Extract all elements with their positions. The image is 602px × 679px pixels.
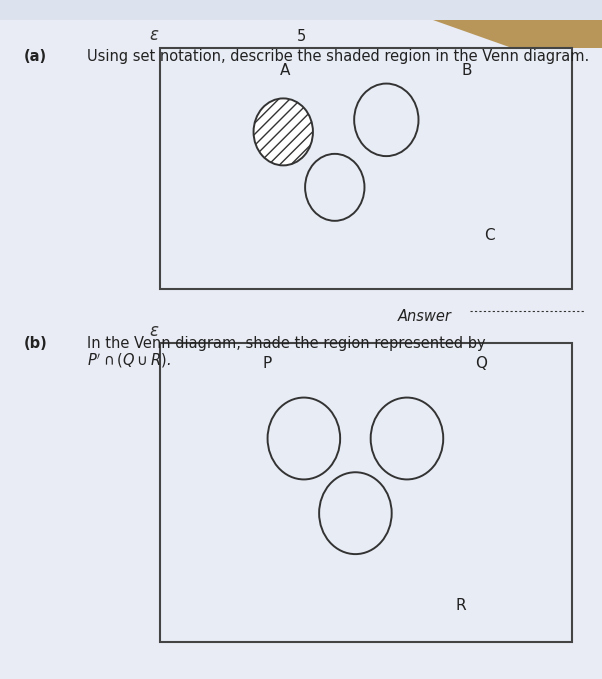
- Bar: [160, 48, 572, 289]
- Text: $P' \cap (Q \cup R)$.: $P' \cap (Q \cup R)$.: [87, 351, 171, 369]
- Text: B: B: [462, 63, 472, 78]
- Polygon shape: [433, 20, 602, 48]
- Text: R: R: [455, 598, 466, 613]
- Text: Q: Q: [475, 356, 487, 371]
- Text: A: A: [280, 63, 291, 78]
- Text: In the Venn diagram, shade the region represented by: In the Venn diagram, shade the region re…: [87, 336, 491, 351]
- Text: (b): (b): [24, 336, 48, 351]
- Text: P: P: [262, 356, 272, 371]
- Text: 5: 5: [296, 29, 306, 43]
- Text: $\varepsilon$: $\varepsilon$: [149, 26, 159, 44]
- Text: C: C: [484, 228, 495, 243]
- Text: Answer: Answer: [397, 309, 451, 324]
- Circle shape: [253, 98, 313, 166]
- Text: $\varepsilon$: $\varepsilon$: [149, 321, 159, 340]
- Bar: [160, 343, 572, 642]
- Text: Using set notation, describe the shaded region in the Venn diagram.: Using set notation, describe the shaded …: [87, 49, 589, 64]
- Text: (a): (a): [24, 49, 47, 64]
